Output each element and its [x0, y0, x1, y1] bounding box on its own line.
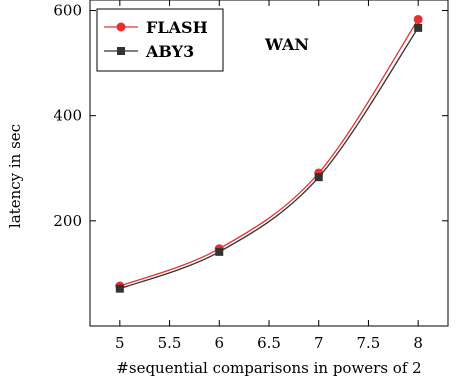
x-tick-label: 8 [413, 334, 423, 352]
point-flash-3 [413, 14, 423, 24]
x-tick-label: 5.5 [158, 334, 182, 352]
y-tick-label: 400 [53, 107, 82, 125]
point-aby3-0 [115, 284, 124, 293]
legend-label-aby3: ABY3 [145, 42, 194, 61]
series-line-aby3 [119, 27, 419, 290]
series-line-flash [119, 19, 419, 287]
y-axis-label: latency in sec [6, 124, 24, 228]
x-tick-label: 7.5 [357, 334, 381, 352]
plot-frame [89, 0, 449, 327]
legend-box [96, 8, 224, 72]
ticks-layer: 5 5.5 6 6.5 7 7.5 8 200 400 600 [53, 0, 448, 352]
y-tick-label: 200 [53, 212, 82, 230]
point-aby3-1 [215, 247, 224, 256]
legend-label-flash: FLASH [146, 18, 208, 37]
point-aby3-3 [414, 23, 423, 32]
x-tick-label: 5 [115, 334, 125, 352]
point-aby3-2 [314, 173, 323, 182]
annotation-wan: WAN [264, 35, 309, 54]
x-tick-label: 6 [215, 334, 225, 352]
x-axis-label: #sequential comparisons in powers of 2 [116, 359, 421, 377]
legend-marker-aby3 [117, 47, 125, 55]
y-tick-label: 600 [53, 2, 82, 20]
legend-items: FLASH ABY3 [104, 18, 208, 61]
x-tick-label: 7 [314, 334, 324, 352]
x-tick-label: 6.5 [257, 334, 281, 352]
legend: FLASH ABY3 [96, 8, 224, 72]
marks-layer [115, 14, 423, 293]
legend-marker-flash [116, 22, 126, 32]
